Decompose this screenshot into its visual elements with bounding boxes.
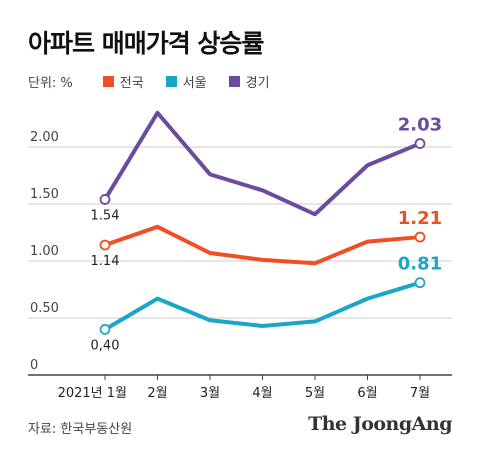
- series-line-nationwide: [103, 224, 422, 266]
- legend-item-nationwide: 전국: [102, 72, 144, 91]
- source-note: 자료: 한국부동산원: [28, 422, 133, 437]
- data-label-seoul: 0,40: [91, 338, 120, 353]
- data-label-nationwide: 1.21: [398, 208, 442, 229]
- x-tick-label: 6월: [357, 386, 377, 401]
- y-tick-label: 1.00: [30, 244, 59, 259]
- y-tick-label: 1.50: [30, 187, 59, 202]
- data-point-gyeonggi: [99, 194, 111, 205]
- legend-swatch-nationwide: [102, 76, 114, 87]
- data-point-nationwide: [414, 231, 426, 243]
- y-tick-label: 0.50: [30, 301, 59, 316]
- y-tick-label: 0: [30, 358, 38, 373]
- data-point-seoul: [414, 277, 426, 289]
- legend-item-gyeonggi: 경기: [228, 72, 270, 91]
- chart-title: 아파트 매매가격 상승률: [28, 29, 264, 58]
- data-label-gyeonggi: 2.03: [398, 115, 442, 136]
- data-point-gyeonggi: [414, 138, 426, 149]
- unit-label: 단위: %: [28, 76, 73, 91]
- data-label-gyeonggi: 1.54: [91, 208, 120, 223]
- legend-swatch-seoul: [165, 76, 177, 87]
- y-tick-label: 2.00: [30, 130, 59, 145]
- x-tick-label: 4월: [252, 386, 272, 401]
- data-point-nationwide: [99, 239, 111, 251]
- series-line-gyeonggi: [103, 110, 422, 217]
- legend-label-nationwide: 전국: [119, 76, 144, 91]
- brand-logo: The JoongAng: [308, 413, 452, 435]
- legend: 단위: % 전국 서울 경기: [28, 72, 292, 91]
- legend-label-seoul: 서울: [182, 76, 207, 91]
- x-tick-label: 2021년 1월: [58, 386, 127, 401]
- legend-item-seoul: 서울: [165, 72, 207, 91]
- x-tick-label: 3월: [200, 386, 220, 401]
- legend-swatch-gyeonggi: [228, 76, 240, 87]
- series-line-seoul: [103, 280, 422, 332]
- data-point-seoul: [99, 323, 111, 335]
- x-tick-label: 2월: [147, 386, 167, 401]
- legend-label-gyeonggi: 경기: [245, 76, 270, 91]
- x-tick-label: 7월: [410, 386, 430, 401]
- data-label-seoul: 0.81: [398, 254, 442, 275]
- x-tick-label: 5월: [305, 386, 325, 401]
- data-label-nationwide: 1.14: [91, 254, 120, 269]
